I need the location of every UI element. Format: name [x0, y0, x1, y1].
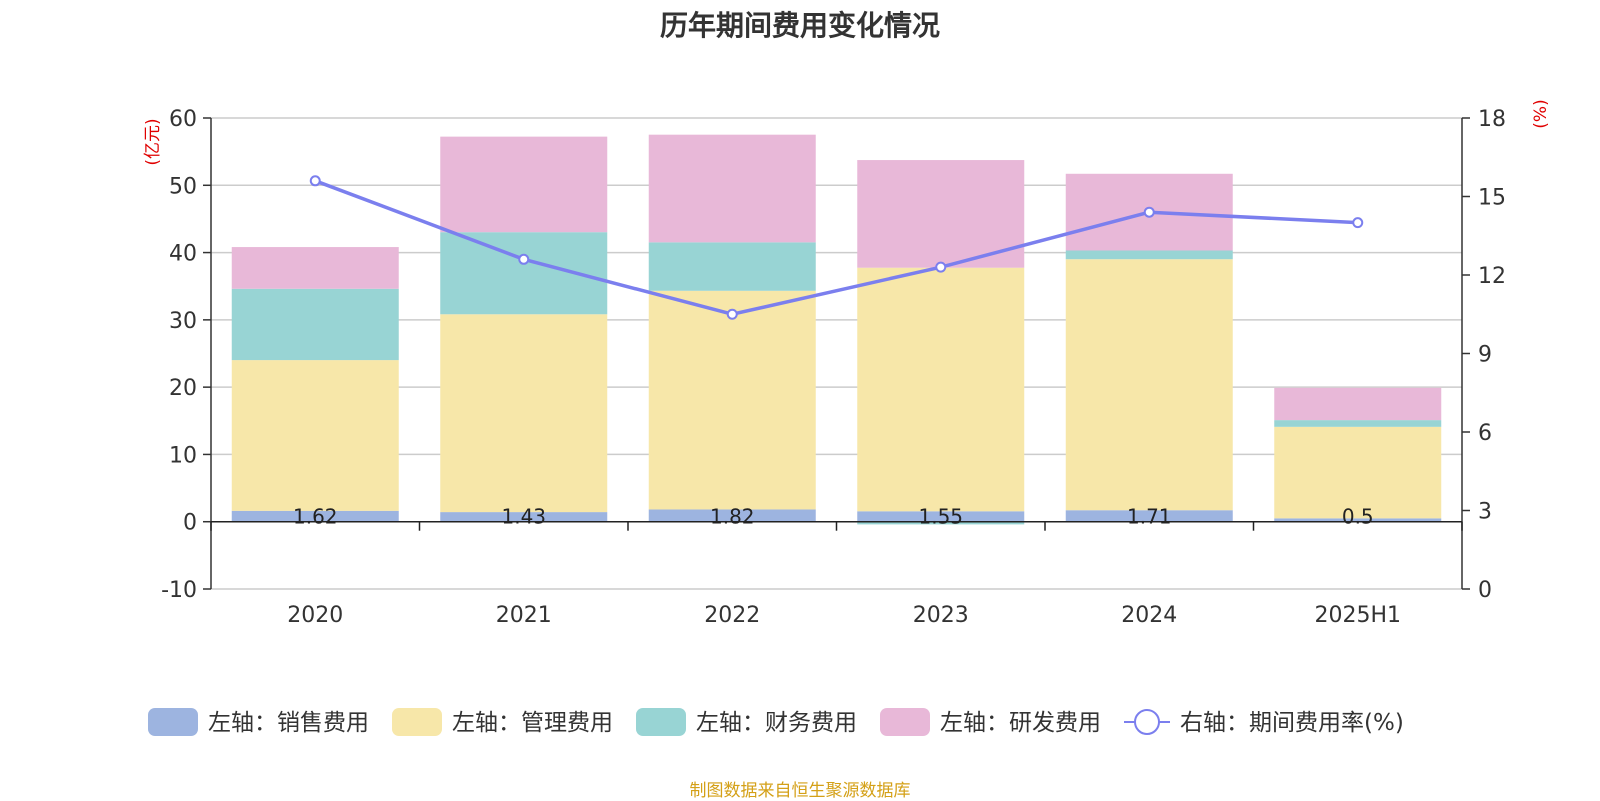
legend-label: 左轴：销售费用: [208, 710, 369, 736]
legend-label: 左轴：财务费用: [696, 710, 857, 736]
x-tick-label: 2022: [704, 603, 760, 628]
bar-segment: [1065, 259, 1233, 511]
right-tick-label: 12: [1478, 264, 1506, 289]
bar-segment: [440, 136, 608, 233]
right-tick-label: 6: [1478, 421, 1492, 446]
bar-segment: [440, 512, 608, 522]
right-tick-label: 9: [1478, 343, 1492, 368]
rate-point: [726, 308, 738, 320]
legend-label: 左轴：管理费用: [452, 710, 613, 736]
chart-title: 历年期间费用变化情况: [659, 9, 940, 42]
bar-segment: [1065, 250, 1233, 260]
legend-marker-icon: [1134, 709, 1160, 735]
bar-segment: [231, 288, 399, 361]
bar-data-label: 1.62: [293, 505, 338, 529]
rate-point: [1352, 217, 1364, 229]
bar-segment: [1065, 510, 1233, 522]
legend-swatch: [392, 708, 442, 736]
legend-label: 左轴：研发费用: [940, 710, 1101, 736]
left-tick-label: 10: [169, 443, 197, 468]
rate-point: [309, 175, 321, 187]
left-tick-label: 30: [169, 309, 197, 334]
bar-segment: [1274, 387, 1442, 421]
bar-segment: [648, 290, 816, 510]
bar-segment: [648, 134, 816, 243]
bar-data-label: 1.71: [1127, 505, 1172, 529]
right-axis-unit: (%): [1531, 99, 1551, 128]
bar-segment: [1274, 518, 1442, 522]
left-tick-label: 60: [169, 107, 197, 132]
legend-swatch: [148, 708, 198, 736]
x-tick-label: 2024: [1121, 603, 1177, 628]
bar-data-label: 1.43: [501, 505, 546, 529]
x-tick-label: 2021: [496, 603, 552, 628]
source-note: 制图数据来自恒生聚源数据库: [689, 781, 911, 801]
right-tick-label: 0: [1478, 578, 1492, 603]
bar-segment: [231, 247, 399, 289]
left-tick-label: 50: [169, 174, 197, 199]
rate-point: [518, 253, 530, 265]
bar-segment: [857, 267, 1025, 512]
x-tick-label: 2020: [287, 603, 343, 628]
bar-segment: [440, 314, 608, 513]
left-axis-unit: (亿元): [143, 118, 163, 165]
bar-segment: [231, 510, 399, 522]
bar-segment: [857, 160, 1025, 268]
x-tick-label: 2023: [913, 603, 969, 628]
bar-segment: [648, 242, 816, 291]
bar-data-label: 1.55: [918, 505, 963, 529]
bar-segment: [1274, 420, 1442, 427]
rate-point: [1143, 206, 1155, 218]
legend-swatch: [636, 708, 686, 736]
x-tick-label: 2025H1: [1314, 603, 1401, 628]
right-tick-label: 18: [1478, 107, 1506, 132]
left-tick-label: 0: [183, 511, 197, 536]
left-tick-label: -10: [161, 578, 197, 603]
bar-segment: [857, 521, 1025, 525]
rate-line: [314, 179, 1358, 317]
left-tick-label: 40: [169, 242, 197, 267]
bar-data-label: 0.5: [1342, 505, 1374, 529]
left-tick-label: 20: [169, 376, 197, 401]
rate-point: [935, 261, 947, 273]
bar-segment: [648, 509, 816, 522]
right-tick-label: 3: [1478, 500, 1492, 525]
bar-segment: [857, 511, 1025, 522]
legend-swatch: [880, 708, 930, 736]
bar-segment: [1274, 426, 1442, 519]
bar-segment: [231, 360, 399, 511]
legend-label: 右轴：期间费用率(%): [1180, 710, 1404, 736]
right-tick-label: 15: [1478, 186, 1506, 211]
bar-data-label: 1.82: [710, 505, 755, 529]
